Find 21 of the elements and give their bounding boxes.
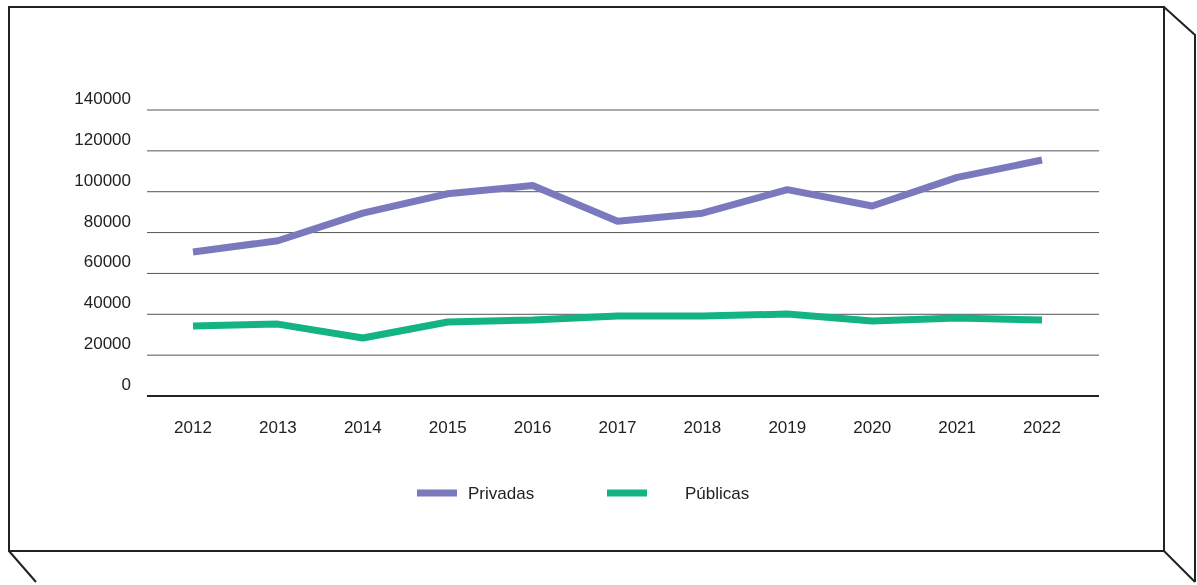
x-tick-label: 2016: [513, 418, 552, 437]
x-tick-label: 2021: [938, 418, 977, 437]
x-tick-label: 2019: [768, 418, 807, 437]
y-tick-label: 0: [121, 375, 131, 394]
x-tick-label: 2015: [428, 418, 467, 437]
y-tick-label: 80000: [83, 211, 131, 231]
x-tick-label: 2012: [174, 418, 212, 437]
y-tick-label: 140000: [74, 89, 131, 108]
legend-label: Públicas: [685, 484, 750, 503]
y-tick-label: 20000: [83, 334, 131, 354]
x-tick-label: 2017: [598, 418, 637, 437]
x-tick-label: 2022: [1023, 418, 1061, 437]
y-tick-label: 100000: [74, 170, 131, 190]
legend-label: Privadas: [468, 484, 535, 503]
x-tick-label: 2020: [853, 418, 892, 437]
x-tick-label: 2013: [258, 418, 297, 437]
y-tick-label: 60000: [83, 252, 131, 272]
y-tick-label: 120000: [74, 129, 131, 149]
x-tick-label: 2014: [343, 418, 382, 437]
y-tick-label: 40000: [83, 293, 131, 313]
x-tick-label: 2018: [683, 418, 722, 437]
